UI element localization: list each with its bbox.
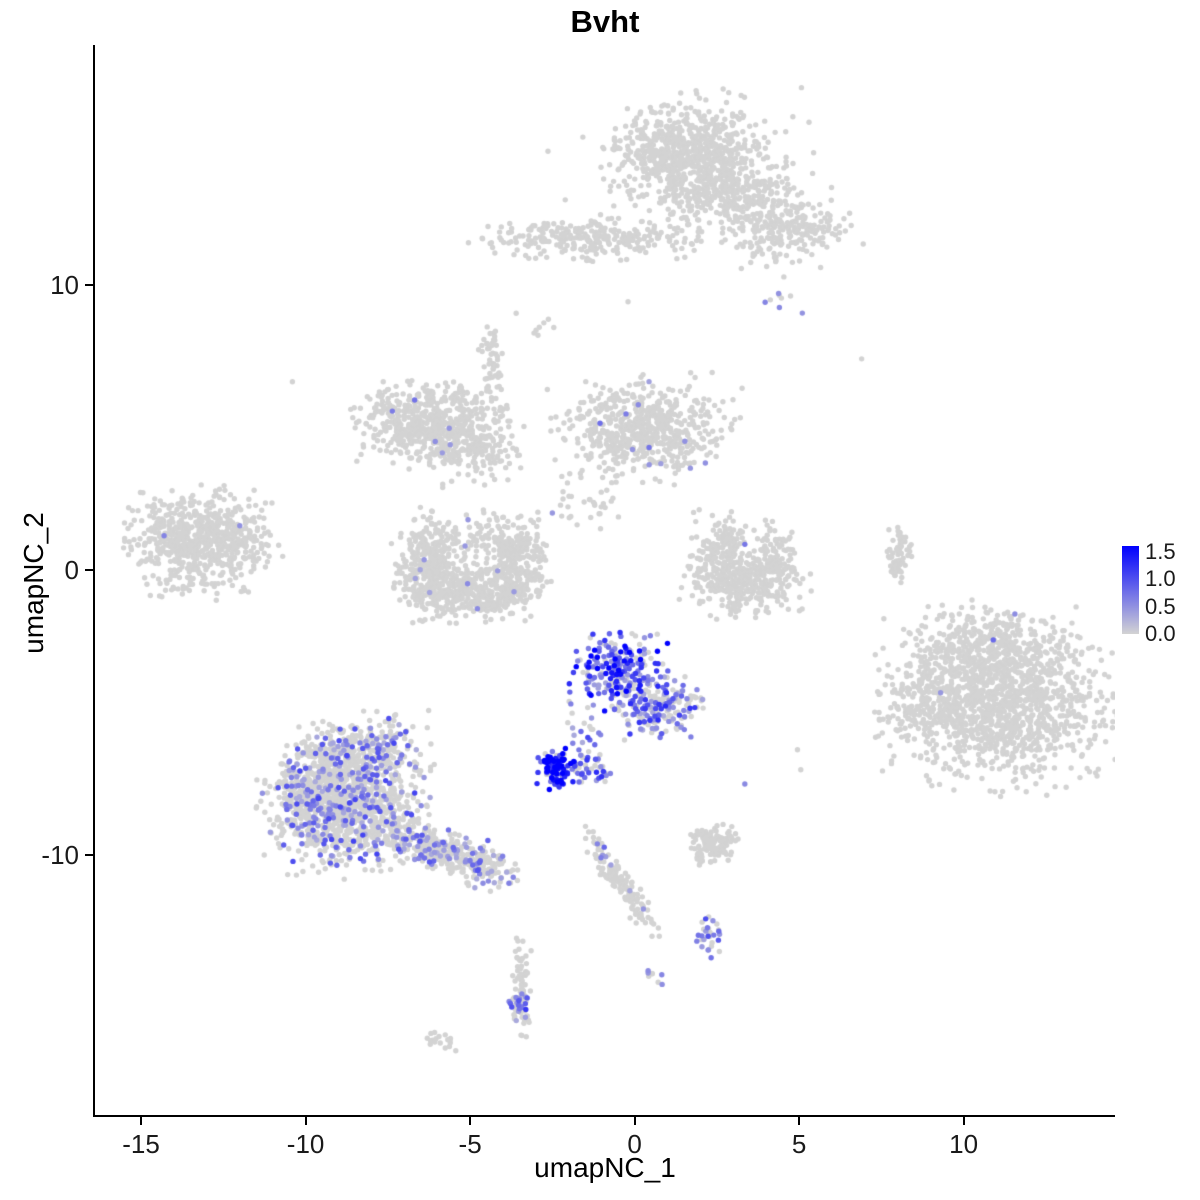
x-tick-label: 5: [791, 1129, 807, 1159]
y-tick-mark: [85, 569, 93, 571]
legend-tick-label: 0.5: [1145, 593, 1176, 619]
y-axis-line: [93, 45, 95, 1117]
x-tick-mark: [140, 1117, 143, 1125]
x-tick-mark: [962, 1117, 965, 1125]
plot-panel: [95, 45, 1115, 1115]
legend-tick-label: 1.5: [1145, 538, 1176, 564]
x-tick-label: -5: [458, 1129, 482, 1159]
x-tick-mark: [798, 1117, 801, 1125]
y-tick-label: 10: [50, 269, 79, 300]
colorbar-gradient: [1122, 546, 1139, 634]
y-tick-label: -10: [41, 840, 79, 871]
x-tick-mark: [469, 1117, 472, 1125]
x-tick-label: -15: [122, 1129, 160, 1159]
x-tick-mark: [633, 1117, 636, 1125]
x-tick-label: -10: [286, 1129, 325, 1159]
colorbar-legend: 1.5 1.0 0.5 0.0: [1122, 539, 1200, 646]
umap-scatter-canvas: [95, 45, 1115, 1115]
plot-title: Bvht: [570, 4, 640, 39]
x-tick-label: 0: [627, 1129, 642, 1159]
y-axis-title: umapNC_2: [18, 512, 49, 654]
legend-tick-label: 1.0: [1145, 566, 1176, 591]
y-tick-mark: [85, 283, 93, 286]
y-tick-label: 0: [64, 555, 79, 585]
x-axis-line: [93, 1115, 1115, 1117]
x-tick-label: 10: [949, 1129, 979, 1159]
x-axis-title: umapNC_1: [534, 1152, 676, 1183]
x-tick-mark: [304, 1117, 307, 1125]
legend-tick-label: 0.0: [1145, 621, 1176, 646]
y-tick-mark: [85, 854, 93, 857]
